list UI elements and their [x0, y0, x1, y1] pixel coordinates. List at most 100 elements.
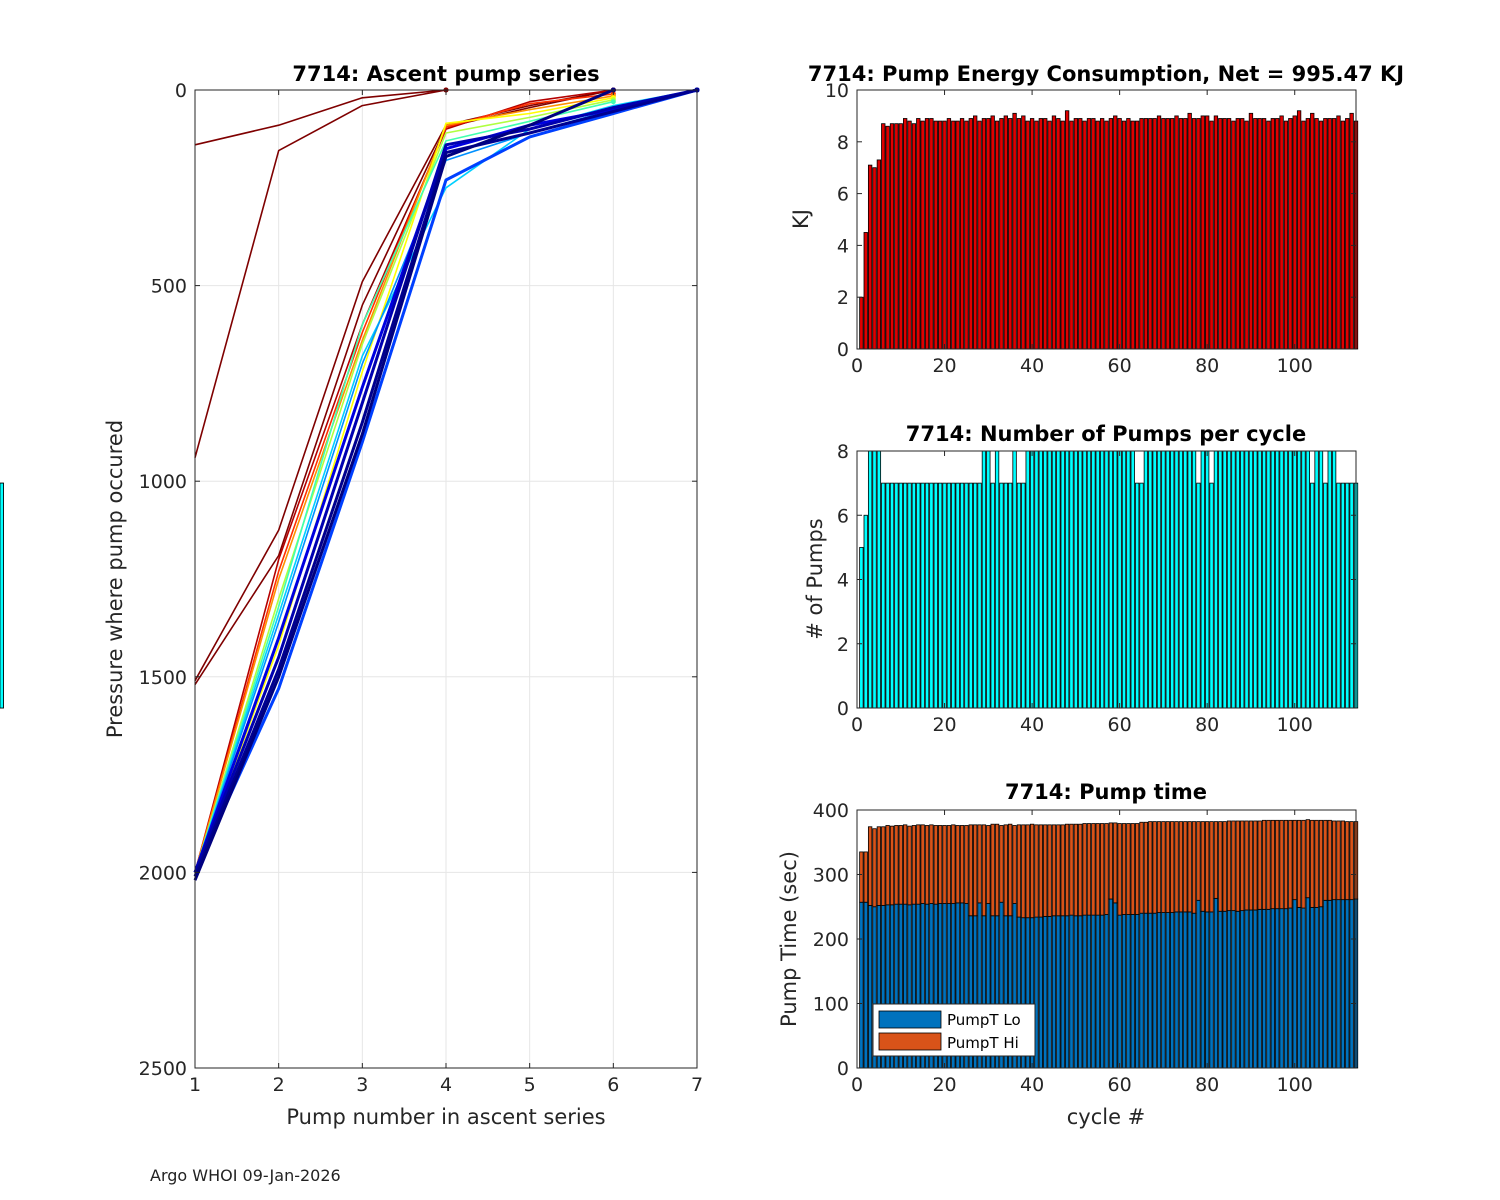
ascent-series-line	[193, 88, 698, 877]
bar-pumpT-hi	[1318, 819, 1324, 908]
bar-pumpT-lo	[1279, 908, 1284, 1069]
bar	[1038, 118, 1043, 350]
bar-pumpT-hi	[990, 823, 995, 917]
bar	[881, 482, 886, 709]
bar	[1060, 120, 1065, 350]
y-tick-label: 1000	[139, 471, 187, 493]
bar	[1323, 118, 1328, 350]
bar	[1253, 118, 1258, 350]
bar-pumpT-lo	[1292, 899, 1297, 1069]
x-tick-label: 80	[1195, 355, 1219, 377]
bar-pumpT-lo	[1222, 910, 1227, 1069]
bar-pumpT-lo	[1261, 908, 1267, 1069]
bar	[1222, 450, 1227, 709]
bar	[933, 482, 938, 709]
bar	[916, 118, 921, 350]
pumps-chart: 0 20 40 60 80 100 0 2 4 6 8 7714: Number of Pumps…	[0, 422, 1359, 736]
bar	[1257, 118, 1262, 350]
bar	[1043, 118, 1048, 350]
bar	[1069, 450, 1074, 709]
y-tick-label: 6	[837, 505, 849, 527]
pumptime-chart: 0 20 40 60 80 100 0 100 200 300 400 7714: Pump ti…	[777, 780, 1359, 1129]
bar-pumpT-hi	[1244, 820, 1249, 911]
bar	[1139, 482, 1144, 709]
bar-pumpT-hi	[1310, 819, 1315, 908]
y-tick-label: 100	[813, 994, 849, 1016]
bar-pumpT-lo	[1117, 914, 1122, 1069]
y-tick-label: 0	[837, 1058, 849, 1080]
y-tick-label: 300	[813, 865, 849, 887]
ascent-ylabel: Pressure where pump occured	[103, 420, 127, 738]
bar	[1244, 450, 1249, 709]
bar-pumpT-hi	[1086, 823, 1092, 916]
ascent-series-line	[194, 89, 447, 146]
bar	[1218, 118, 1223, 350]
bar	[1231, 120, 1236, 350]
bar-pumpT-hi	[1174, 821, 1179, 913]
bar-pumpT-lo	[1253, 909, 1258, 1069]
bar-pumpT-lo	[1196, 899, 1201, 1069]
bar-pumpT-hi	[1064, 823, 1070, 917]
bar	[1113, 450, 1118, 709]
bar	[1126, 118, 1131, 350]
x-tick-label: 3	[356, 1074, 368, 1096]
bar	[1283, 120, 1289, 350]
y-tick-label: 6	[837, 184, 849, 206]
bar	[1130, 450, 1135, 709]
bar	[1047, 450, 1052, 709]
bar	[1064, 110, 1070, 350]
bar	[1051, 115, 1057, 350]
bar	[942, 120, 947, 350]
bar-pumpT-lo	[1266, 908, 1271, 1069]
bar-pumpT-lo	[1349, 899, 1354, 1069]
bar	[1275, 118, 1280, 350]
bar-pumpT-lo	[1213, 897, 1219, 1069]
x-tick-label: 60	[1108, 1074, 1132, 1096]
bar-pumpT-hi	[1283, 819, 1289, 910]
bar	[1213, 450, 1219, 709]
x-tick-label: 40	[1020, 355, 1044, 377]
bar	[994, 120, 1000, 350]
bar	[1091, 450, 1096, 709]
x-tick-label: 80	[1195, 714, 1219, 736]
bar	[1226, 118, 1232, 350]
bar	[894, 482, 899, 709]
bar-pumpT-hi	[1178, 821, 1184, 913]
bar	[1152, 450, 1157, 709]
bar-pumpT-hi	[1231, 820, 1236, 912]
x-tick-label: 2	[273, 1074, 285, 1096]
bar-pumpT-hi	[964, 825, 969, 904]
bar-pumpT-hi	[942, 825, 947, 904]
bar-pumpT-hi	[1222, 821, 1227, 912]
bar	[1301, 450, 1306, 709]
bar-pumpT-hi	[889, 825, 895, 906]
bar	[1314, 118, 1319, 350]
bar-pumpT-hi	[1034, 824, 1039, 918]
energy-ylabel: KJ	[789, 209, 813, 229]
bar	[1156, 450, 1162, 709]
bar-pumpT-hi	[1275, 819, 1280, 910]
bar-pumpT-lo	[1178, 911, 1184, 1069]
bar	[1143, 118, 1149, 350]
bar	[1016, 482, 1022, 709]
pumps-ylabel: # of Pumps	[803, 518, 827, 640]
bar	[933, 120, 938, 350]
bar	[898, 482, 903, 709]
bar-pumpT-lo	[1318, 906, 1324, 1069]
bar	[1331, 450, 1337, 709]
bar	[1156, 115, 1162, 350]
bar	[1073, 450, 1079, 709]
bar	[1345, 118, 1350, 350]
bar	[1178, 118, 1184, 350]
x-tick-label: 100	[1277, 355, 1313, 377]
bar-pumpT-hi	[1060, 824, 1065, 917]
bar	[1091, 118, 1096, 350]
bar	[885, 125, 890, 350]
bar-pumpT-lo	[1183, 911, 1188, 1069]
y-tick-label: 4	[837, 235, 849, 257]
bar	[1178, 450, 1184, 709]
bar	[1078, 450, 1083, 709]
bar	[1165, 450, 1170, 709]
bar	[889, 482, 895, 709]
bar-pumpT-lo	[1152, 912, 1157, 1069]
